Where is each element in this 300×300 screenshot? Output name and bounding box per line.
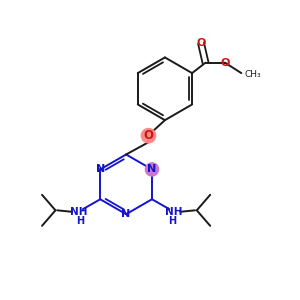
Text: N: N bbox=[122, 209, 131, 219]
Text: O: O bbox=[220, 58, 230, 68]
Text: H: H bbox=[168, 216, 176, 226]
Circle shape bbox=[141, 128, 156, 143]
Text: N: N bbox=[147, 164, 157, 174]
Text: NH: NH bbox=[165, 207, 182, 217]
Text: CH₃: CH₃ bbox=[244, 70, 261, 79]
Text: O: O bbox=[196, 38, 206, 48]
Text: N: N bbox=[96, 164, 105, 174]
Text: NH: NH bbox=[70, 207, 88, 217]
Text: O: O bbox=[143, 129, 154, 142]
Text: H: H bbox=[76, 216, 84, 226]
Circle shape bbox=[146, 163, 158, 176]
